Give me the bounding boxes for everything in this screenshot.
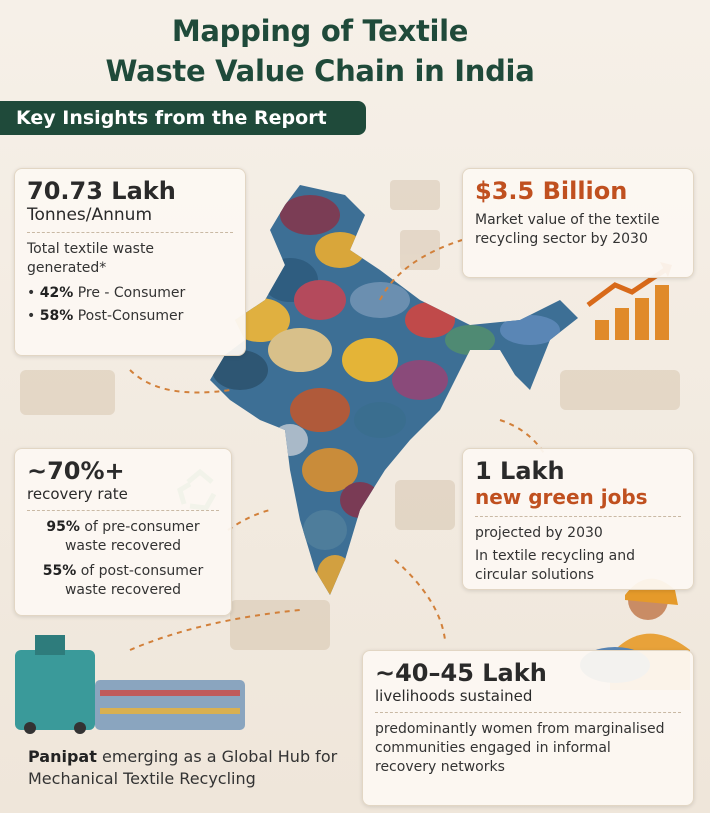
waste-card: 70.73 Lakh Tonnes/Annum Total textile wa… (14, 168, 246, 356)
headline: ~70%+ (27, 457, 125, 485)
item-value: 55% (42, 563, 77, 579)
line: In textile recycling and circular soluti… (475, 548, 635, 583)
growth-icon (586, 262, 672, 340)
panipat-bold: Panipat (28, 747, 97, 766)
bullet-value: 58% (39, 308, 74, 324)
line: projected by 2030 (475, 525, 603, 541)
unit: recovery rate (27, 485, 128, 503)
unit: livelihoods sustained (375, 687, 533, 705)
unit: Tonnes/Annum (27, 205, 153, 225)
item-text: of post-consumer waste recovered (64, 563, 204, 598)
headline: ~40–45 Lakh (375, 659, 547, 687)
panipat-illustration (15, 635, 245, 734)
description: predominantly women from marginalised co… (375, 721, 665, 775)
bullet-value: 42% (39, 285, 74, 301)
market-card: $3.5 Billion Market value of the textile… (462, 168, 694, 278)
background-sketches (20, 180, 680, 650)
livelihood-card: ~40–45 Lakh livelihoods sustained predom… (362, 650, 694, 806)
bullet-text: Pre - Consumer (77, 285, 186, 301)
description: Total textile waste generated* (27, 241, 155, 276)
bullet: • 58% Post-Consumer (27, 308, 184, 324)
item-value: 95% (46, 519, 80, 535)
subtitle-banner: Key Insights from the Report (0, 101, 366, 135)
panipat-caption: Panipat emerging as a Global Hub for Mec… (28, 746, 348, 790)
headline: $3.5 Billion (475, 177, 628, 205)
recovery-card: ~70%+ recovery rate 95% of pre-consumer … (14, 448, 232, 616)
bullet: • 42% Pre - Consumer (27, 285, 186, 301)
title-line: Waste Value Chain in India (105, 54, 535, 88)
headline: 1 Lakh (475, 457, 565, 485)
item: 95% of pre-consumer waste recovered (27, 518, 219, 556)
title-line: Mapping of Textile (171, 14, 469, 48)
item: 55% of post-consumer waste recovered (27, 562, 219, 600)
panipat-text: emerging as a Global Hub for Mechanical … (28, 747, 338, 788)
description: Market value of the textile recycling se… (475, 212, 660, 247)
bullet-text: Post-Consumer (77, 308, 184, 324)
item-text: of pre-consumer waste recovered (64, 519, 200, 554)
jobs-card: 1 Lakh new green jobs projected by 2030 … (462, 448, 694, 590)
unit: new green jobs (475, 485, 648, 509)
headline: 70.73 Lakh (27, 177, 176, 205)
